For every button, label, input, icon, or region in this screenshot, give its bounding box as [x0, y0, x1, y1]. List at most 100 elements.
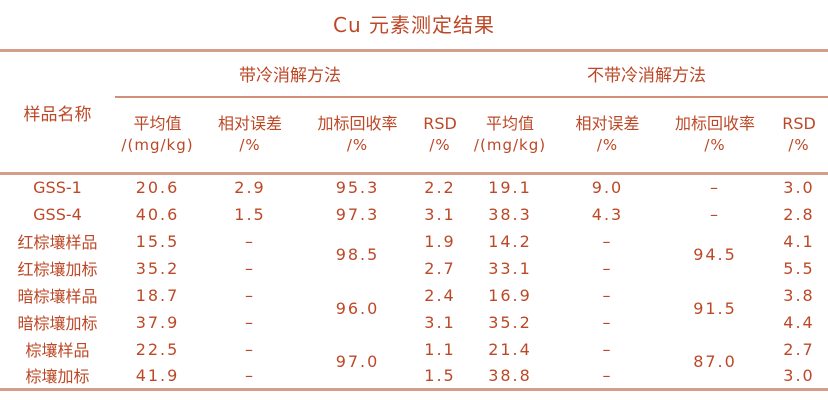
rsd-cell: 1.1 [424, 339, 456, 359]
recovery-cell: 97.3 [335, 204, 380, 224]
relative-error-cell: – [602, 258, 613, 278]
relative-error-cell: – [245, 285, 255, 305]
header-spike-recovery-2: 加标回收率 /% [660, 96, 770, 175]
average-cell: 35.2 [135, 258, 180, 278]
header-unit: /% [346, 136, 369, 155]
recovery-cell-merged: 96.0 [335, 299, 380, 318]
average-cell: 40.6 [135, 204, 180, 224]
relative-error-cell: – [602, 285, 613, 305]
relative-error-cell: – [602, 231, 613, 251]
relative-error-cell: – [245, 258, 255, 278]
header-unit: /% [429, 136, 451, 155]
group-header-row: 样品名称 带冷消解方法 不带冷消解方法 [0, 50, 828, 175]
header-unit: /% [239, 136, 261, 155]
relative-error-cell: – [245, 365, 255, 385]
average-cell: 19.1 [488, 178, 532, 198]
rsd-cell: 1.9 [424, 231, 456, 251]
sample-name-cell: 棕壤样品 [25, 341, 90, 360]
recovery-cell-merged: 91.5 [693, 299, 737, 318]
header-label: 平均值 [133, 114, 182, 134]
average-cell: 35.2 [488, 312, 532, 332]
sample-name-cell: 暗棕壤样品 [17, 287, 98, 306]
header-unit: /% [704, 136, 726, 155]
sample-name-cell: 棕壤加标 [25, 367, 90, 387]
header-average-2: 平均值 /(mg/kg) [465, 96, 555, 175]
sample-name-cell: 红棕壤加标 [17, 260, 98, 279]
table-row-gss1: GSS-1 20.6 2.9 95.3 2.2 19.1 9.0 – 3.0 [0, 174, 828, 201]
rsd-cell: 2.4 [424, 285, 456, 305]
sample-name-cell: GSS-1 [33, 178, 82, 198]
relative-error-cell: – [245, 339, 255, 359]
rsd-cell: 3.1 [424, 204, 456, 224]
relative-error-cell: 9.0 [591, 178, 624, 198]
rsd-cell: 3.1 [424, 312, 456, 332]
results-table: 样品名称 带冷消解方法 不带冷消解方法 平均值 /(mg/kg) 相对误差 /% 加… [0, 49, 828, 391]
table-row-red-brown-spiked: 红棕壤加标 35.2 – 2.7 33.1 – 5.5 [0, 255, 828, 282]
table-row-dark-brown-spiked: 暗棕壤加标 37.9 – 3.1 35.2 – 4.4 [0, 309, 828, 336]
average-cell: 16.9 [488, 285, 532, 305]
average-cell: 37.9 [135, 312, 180, 332]
relative-error-cell: 2.9 [234, 178, 266, 198]
header-label: 加标回收率 [317, 114, 398, 134]
relative-error-cell: – [245, 231, 255, 251]
header-label: 加标回收率 [674, 114, 755, 134]
average-cell: 33.1 [488, 258, 532, 278]
group-header-no-cold-digestion: 不带冷消解方法 [465, 50, 828, 98]
rsd-cell: 2.7 [783, 339, 815, 359]
group-header-cold-digestion: 带冷消解方法 [115, 50, 465, 98]
average-cell: 21.4 [488, 339, 532, 359]
header-label: 平均值 [485, 114, 534, 134]
page-title: Cu 元素测定结果 [333, 13, 495, 37]
average-cell: 18.7 [135, 285, 180, 305]
average-cell: 41.9 [135, 365, 180, 385]
column-header-row: 平均值 /(mg/kg) 相对误差 /% 加标回收率 /% RSD /% 平均值 /(mg… [0, 96, 828, 175]
rsd-cell: 2.8 [783, 204, 815, 224]
table-row-gss4: GSS-4 40.6 1.5 97.3 3.1 38.3 4.3 – 2.8 [0, 201, 828, 228]
header-rsd-1: RSD /% [415, 96, 465, 175]
rsd-cell: 3.0 [783, 365, 815, 385]
relative-error-cell: – [602, 312, 613, 332]
table-row-brown-spiked: 棕壤加标 41.9 – 1.5 38.8 – 3.0 [0, 363, 828, 390]
average-cell: 14.2 [488, 231, 532, 251]
average-cell: 38.8 [488, 365, 532, 385]
header-unit: /% [596, 136, 619, 155]
average-cell: 20.6 [135, 178, 180, 198]
relative-error-cell: 1.5 [234, 204, 266, 224]
rsd-cell: 1.5 [424, 365, 456, 385]
rsd-cell: 3.0 [783, 178, 815, 198]
relative-error-cell: – [602, 365, 613, 385]
recovery-cell-merged: 87.0 [693, 352, 737, 372]
header-rsd-2: RSD /% [770, 96, 828, 175]
table-row-red-brown-sample: 红棕壤样品 15.5 – 98.5 1.9 14.2 – 94.5 4.1 [0, 228, 828, 265]
header-label: RSD [423, 114, 457, 134]
recovery-cell-merged: 94.5 [693, 245, 737, 264]
table-row-brown-sample: 棕壤样品 22.5 – 97.0 1.1 21.4 – 87.0 2.7 [0, 336, 828, 372]
header-unit: /(mg/kg) [473, 136, 547, 155]
sample-name-cell: 红棕壤样品 [17, 233, 98, 252]
header-unit: /% [788, 136, 810, 155]
rsd-cell: 2.2 [424, 178, 456, 198]
sample-name-cell: GSS-4 [33, 204, 82, 224]
recovery-cell: – [710, 178, 720, 198]
header-average-1: 平均值 /(mg/kg) [115, 96, 200, 175]
recovery-cell: 95.3 [335, 178, 380, 198]
recovery-cell-merged: 98.5 [335, 245, 380, 264]
header-label: 相对误差 [217, 114, 282, 134]
header-label: RSD [782, 114, 816, 134]
header-relative-error-2: 相对误差 /% [555, 96, 660, 175]
rsd-cell: 2.7 [424, 258, 456, 278]
average-cell: 15.5 [135, 231, 180, 251]
average-cell: 22.5 [135, 339, 180, 359]
rsd-cell: 3.8 [783, 285, 815, 305]
sample-name-header: 样品名称 [0, 50, 115, 175]
table-row-dark-brown-sample: 暗棕壤样品 18.7 – 96.0 2.4 16.9 – 91.5 3.8 [0, 282, 828, 319]
header-spike-recovery-1: 加标回收率 /% [300, 96, 415, 175]
rsd-cell: 4.4 [783, 312, 815, 332]
rsd-cell: 4.1 [783, 231, 815, 251]
header-unit: /(mg/kg) [121, 136, 194, 155]
rsd-cell: 5.5 [783, 258, 815, 278]
average-cell: 38.3 [488, 204, 532, 224]
relative-error-cell: – [245, 312, 255, 332]
recovery-cell: – [710, 204, 720, 224]
